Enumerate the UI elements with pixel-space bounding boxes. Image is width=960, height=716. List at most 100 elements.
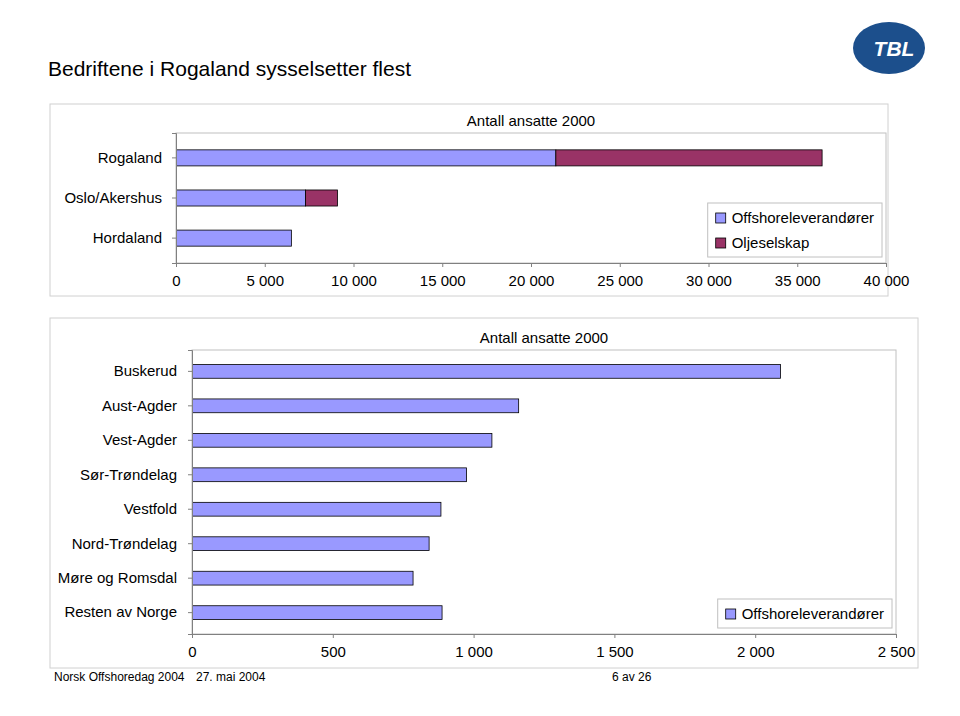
tick-mark (709, 263, 710, 267)
tick-label: 1 000 (455, 643, 493, 660)
tick-mark (265, 263, 266, 267)
tick-mark (896, 634, 897, 638)
chart-title: Antall ansatte 2000 (467, 112, 595, 129)
series (192, 364, 781, 619)
tick-label: 25 000 (597, 272, 643, 289)
y-tick: Møre og Romsdal (58, 569, 192, 586)
category-label: Sør-Trøndelag (80, 466, 177, 483)
x-tick: 5 000 (246, 263, 284, 289)
bar (192, 399, 519, 413)
chart: Antall ansatte 2000 0 5 000 10 000 15 000 20 … (50, 104, 909, 296)
tick-label: 0 (188, 643, 196, 660)
x-tick: 500 (321, 634, 346, 660)
legend-item: Offshoreleverandører (726, 605, 884, 622)
category-tick (172, 238, 176, 239)
bar (176, 190, 306, 206)
y-tick: Resten av Norge (64, 603, 192, 620)
tick-label: 1 500 (596, 643, 634, 660)
category-tick (188, 612, 192, 613)
tick-mark (797, 263, 798, 267)
category-tick (188, 371, 192, 372)
x-tick: 1 000 (455, 634, 493, 660)
category-tick (188, 543, 192, 544)
tick-label: 500 (321, 643, 346, 660)
x-tick: 0 (188, 634, 196, 660)
y-tick: Rogaland (98, 149, 176, 166)
category-label: Resten av Norge (64, 603, 177, 620)
x-tick: 0 (172, 263, 180, 289)
y-tick: Nord-Trøndelag (72, 534, 192, 551)
x-tick: 10 000 (331, 263, 377, 289)
chart: Antall ansatte 2000 0 500 1 000 1 500 2 000 2 … (50, 318, 918, 668)
category-label: Vestfold (124, 500, 177, 517)
bar (192, 571, 413, 585)
legend-label: Offshoreleverandører (742, 605, 884, 622)
logo-badge (853, 22, 925, 74)
x-tick: 2 500 (878, 634, 916, 660)
tick-mark (354, 263, 355, 267)
legend-swatch (726, 609, 736, 619)
tick-label: 20 000 (509, 272, 555, 289)
slide: Bedriftene i Rogaland sysselsetter flest… (0, 0, 960, 716)
tick-mark (474, 634, 475, 638)
y-tick: Buskerud (114, 362, 192, 379)
chart-frame (50, 104, 888, 296)
chart-title: Antall ansatte 2000 (480, 329, 608, 346)
plot-frame (192, 350, 896, 634)
category-label: Vest-Agder (103, 431, 177, 448)
y-axis: Buskerud Aust-Agder Vest-Agder Sør-Trøndela… (58, 351, 193, 635)
category-tick (188, 474, 192, 475)
category-label: Rogaland (98, 149, 162, 166)
tick-mark (531, 263, 532, 267)
x-tick: 40 000 (864, 263, 910, 289)
x-tick: 15 000 (420, 263, 466, 289)
tick-label: 5 000 (246, 272, 284, 289)
y-tick: Vest-Agder (103, 431, 192, 448)
legend-item: Oljeselskap (716, 234, 810, 251)
category-label: Aust-Agder (102, 397, 177, 414)
bar (306, 190, 338, 206)
chart-frame (50, 318, 918, 668)
y-tick: Hordaland (93, 229, 176, 246)
x-axis: 0 5 000 10 000 15 000 20 000 25 000 30 000 35 0… (172, 263, 909, 289)
tick-mark (333, 634, 334, 638)
series (306, 150, 823, 206)
x-tick: 35 000 (775, 263, 821, 289)
legend: Offshoreleverandører (718, 599, 892, 628)
bars (192, 364, 781, 619)
tick-label: 35 000 (775, 272, 821, 289)
bar (192, 606, 442, 620)
category-label: Nord-Trøndelag (72, 534, 177, 551)
category-label: Møre og Romsdal (58, 569, 177, 586)
category-label: Hordaland (93, 229, 162, 246)
legend-label: Offshoreleverandører (732, 209, 874, 226)
footer-text: 6 av 26 (612, 670, 652, 684)
x-tick: 2 000 (737, 634, 775, 660)
category-label: Buskerud (114, 362, 177, 379)
category-tick (172, 198, 176, 199)
category-tick (188, 440, 192, 441)
x-tick: 1 500 (596, 634, 634, 660)
category-tick (172, 157, 176, 158)
plot-frame (176, 133, 886, 263)
bar (176, 150, 556, 166)
tick-label: 2 000 (737, 643, 775, 660)
tick-label: 0 (172, 272, 180, 289)
bar (192, 502, 441, 516)
tick-mark (886, 263, 887, 267)
logo: TBL (853, 22, 925, 74)
tick-mark (614, 634, 615, 638)
bar (192, 364, 781, 378)
tick-label: 40 000 (864, 272, 910, 289)
axis-line (188, 351, 193, 635)
tick-label: 30 000 (686, 272, 732, 289)
tick-mark (442, 263, 443, 267)
category-tick (188, 578, 192, 579)
tick-label: 2 500 (878, 643, 916, 660)
legend-box (718, 599, 892, 628)
bar (192, 537, 429, 551)
category-tick (188, 509, 192, 510)
bar (192, 468, 467, 482)
bar (192, 433, 492, 447)
axis-line (172, 134, 177, 264)
